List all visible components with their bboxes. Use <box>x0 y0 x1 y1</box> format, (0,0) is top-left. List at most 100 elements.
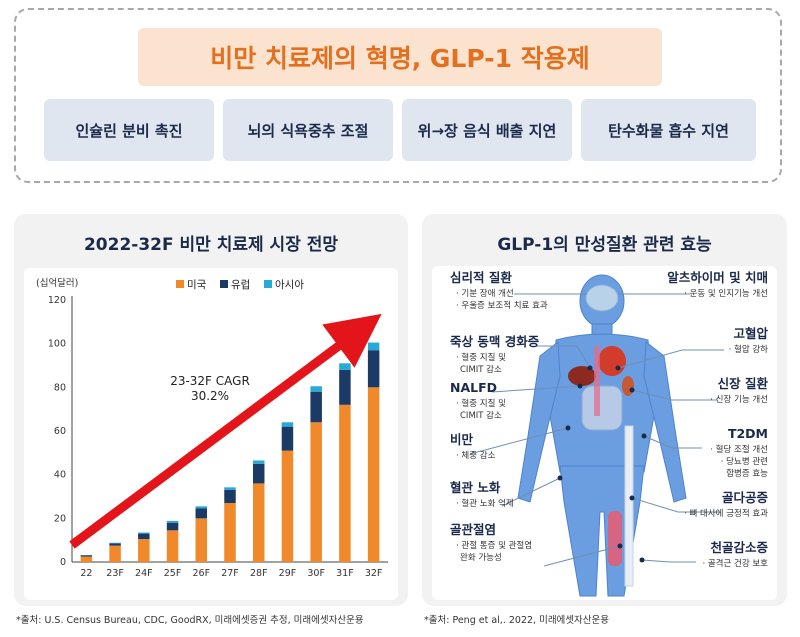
legend-label-유럽: 유럽 <box>231 278 250 291</box>
chart-source: *출처: U.S. Census Bureau, CDC, GoodRX, 미래… <box>16 615 364 626</box>
x-tick-label: 26F <box>192 568 210 579</box>
left-item-2-head: 죽상 동맥 경화증 <box>450 334 540 349</box>
kidney-icon <box>622 376 634 396</box>
x-tick-label: 30F <box>307 568 325 579</box>
x-tick-label: 24F <box>135 568 153 579</box>
bar-아시아-26F <box>195 506 208 509</box>
bar-아시아-30F <box>310 386 322 392</box>
bar-미국-27F <box>224 503 236 562</box>
x-tick-label: 27F <box>221 568 239 579</box>
bone-icon <box>624 425 634 587</box>
left-item-6-head: 골관절염 <box>450 522 496 537</box>
bar-유럽-22 <box>80 555 93 557</box>
y-tick-label: 0 <box>60 557 66 568</box>
right-item-3-sub-1: · 신장 기능 개선 <box>710 394 768 405</box>
human-body-figure <box>517 274 687 597</box>
bar-미국-23F <box>109 545 121 562</box>
connector-lines <box>469 293 724 567</box>
legend-label-아시아: 아시아 <box>275 279 304 291</box>
bar-아시아-31F <box>339 363 351 370</box>
chart-title: 2022-32F 비만 치료제 시장 전망 <box>83 235 339 255</box>
y-unit-label: (십억달러) <box>36 277 78 289</box>
right-item-5-sub-1: · 뼈 대사에 긍정적 효과 <box>684 508 768 519</box>
mechanism-box-4: 탄수화물 흡수 지연 <box>581 99 756 161</box>
right-item-5-head: 골다공증 <box>722 490 769 505</box>
bar-미국-30F <box>310 422 322 562</box>
right-item-6-sub-1: · 골격근 건강 보호 <box>702 558 768 569</box>
bar-chart: (십억달러) 0 20 40 60 80 100 120 22 23F 24F 25F 26F 27F… <box>36 277 388 579</box>
muscle-icon <box>608 511 622 566</box>
bar-미국-25F <box>166 530 179 562</box>
bar-아시아-27F <box>224 487 236 490</box>
bar-유럽-23F <box>109 543 121 546</box>
mechanism-box-1: 인슐린 분비 촉진 <box>44 99 214 161</box>
left-item-3-sub-2: CIMIT 감소 <box>460 410 502 421</box>
bar-유럽-29F <box>281 426 294 451</box>
bar-유럽-24F <box>138 533 150 540</box>
cagr-label: 23-32F CAGR <box>170 374 250 388</box>
x-tick-label: 28F <box>250 568 268 579</box>
growth-arrow <box>69 313 382 549</box>
legend-label-미국: 미국 <box>187 279 207 291</box>
brain-icon <box>585 284 619 312</box>
chart-area: (십억달러) 0 20 40 60 80 100 120 22 23F 24F 25F 26F 27F… <box>24 268 398 600</box>
bar-유럽-30F <box>310 391 322 423</box>
bar-미국-28F <box>252 483 265 562</box>
left-item-3-sub-1: · 혈중 지질 및 <box>456 398 506 409</box>
bar-아시아-24F <box>138 532 150 534</box>
body-diagram-area: 심리적 질환 · 기분 장애 개선 · 우울증 보조적 치료 효과 죽상 동맥 … <box>432 266 777 600</box>
mechanism-box-3: 위→장 음식 배출 지연 <box>402 99 572 161</box>
x-tick-label: 29F <box>279 568 297 579</box>
y-tick-label: 120 <box>48 295 66 306</box>
y-tick-label: 40 <box>54 470 66 481</box>
bar-아시아-23F <box>109 542 121 544</box>
right-item-1-head: 알츠하이머 및 치매 <box>667 270 768 285</box>
right-item-4-sub-2: · 당뇨병 관련 <box>721 456 768 467</box>
bar-유럽-31F <box>339 369 351 405</box>
left-item-4-sub-1: · 체중 감소 <box>456 450 496 461</box>
left-item-5-head: 혈관 노화 <box>450 480 501 495</box>
bar-유럽-25F <box>166 522 179 531</box>
right-item-3-head: 신장 질환 <box>718 376 769 391</box>
y-tick-label: 60 <box>54 426 66 437</box>
right-item-6-head: 천골감소증 <box>710 540 768 555</box>
aorta-icon <box>594 346 600 416</box>
y-tick-label: 100 <box>48 339 66 350</box>
bar-유럽-27F <box>224 489 236 504</box>
bar-미국-22 <box>80 556 93 562</box>
left-item-2-sub-2: CIMIT 감소 <box>460 364 502 375</box>
x-tick-label: 23F <box>106 568 124 579</box>
cagr-value: 30.2% <box>191 389 229 403</box>
right-item-4-head: T2DM <box>728 426 768 441</box>
bar-유럽-28F <box>252 463 265 484</box>
left-item-6-sub-1: · 관절 통증 및 관절염 <box>456 540 532 551</box>
right-item-2-sub-1: · 혈압 강하 <box>729 344 769 355</box>
legend-swatch-아시아 <box>264 280 272 288</box>
right-item-1-sub-1: · 운동 및 인지기능 개선 <box>684 288 768 299</box>
heart-icon <box>598 346 626 376</box>
right-item-2-head: 고혈압 <box>733 326 768 341</box>
bar-미국-26F <box>195 518 208 562</box>
y-tick-label: 80 <box>54 382 66 393</box>
bar-유럽-32F <box>367 350 380 388</box>
market-outlook-panel: 2022-32F 비만 치료제 시장 전망 (십억달러) 0 20 40 60 80 10… <box>14 214 408 606</box>
right-item-4-sub-3: 합병증 효능 <box>726 469 768 479</box>
bar-미국-29F <box>281 450 294 562</box>
x-tick-label: 25F <box>164 568 182 579</box>
body-diagram: 심리적 질환 · 기분 장애 개선 · 우울증 보조적 치료 효과 죽상 동맥 … <box>450 270 769 597</box>
legend-swatch-미국 <box>176 280 184 288</box>
connector-dots <box>557 365 647 563</box>
bar-아시아-32F <box>367 342 380 351</box>
page-title: 비만 치료제의 혁명, GLP-1 작용제 <box>138 28 662 86</box>
left-item-6-sub-2: 완화 가능성 <box>460 553 502 563</box>
x-tick-label: 22 <box>80 568 92 579</box>
left-item-3-head: NALFD <box>450 380 497 395</box>
left-item-1-sub-1: · 기분 장애 개선 <box>456 288 514 299</box>
left-item-5-sub-1: · 혈관 노화 억제 <box>456 498 514 509</box>
efficacy-title: GLP-1의 만성질환 관련 효능 <box>497 235 712 255</box>
bar-미국-32F <box>367 387 380 562</box>
bar-아시아-28F <box>252 460 265 464</box>
bar-아시아-29F <box>281 422 294 427</box>
efficacy-source: *출처: Peng et al,. 2022, 미래에셋자산운용 <box>424 615 610 626</box>
bar-미국-24F <box>138 539 150 562</box>
